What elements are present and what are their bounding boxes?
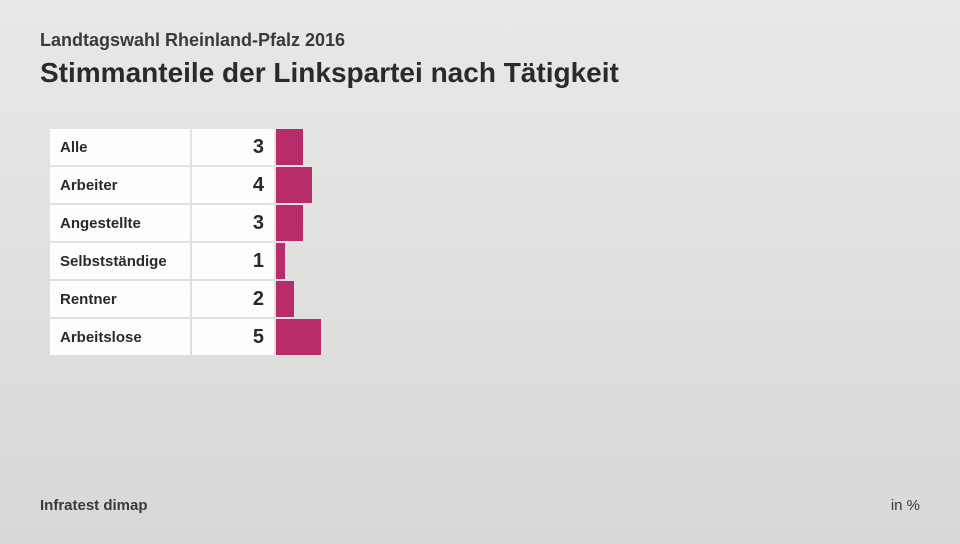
bar-cell [276, 243, 285, 279]
chart-footer: Infratest dimap in % [40, 497, 920, 514]
bar [276, 129, 303, 165]
row-value: 2 [192, 281, 274, 317]
row-label: Rentner [50, 281, 190, 317]
chart-container: Alle 3 Arbeiter 4 Angestellte 3 Selbstst… [50, 129, 920, 355]
bar-cell [276, 167, 312, 203]
source-label: Infratest dimap [40, 497, 148, 514]
chart-row: Arbeitslose 5 [50, 319, 920, 355]
chart-row: Angestellte 3 [50, 205, 920, 241]
bar-cell [276, 129, 303, 165]
row-value: 5 [192, 319, 274, 355]
row-label: Arbeitslose [50, 319, 190, 355]
bar-cell [276, 281, 294, 317]
bar-cell [276, 319, 321, 355]
row-label: Arbeiter [50, 167, 190, 203]
chart-title: Stimmanteile der Linkspartei nach Tätigk… [40, 57, 920, 89]
bar-cell [276, 205, 303, 241]
row-value: 3 [192, 129, 274, 165]
row-label: Angestellte [50, 205, 190, 241]
row-label: Alle [50, 129, 190, 165]
row-label: Selbstständige [50, 243, 190, 279]
bar [276, 243, 285, 279]
unit-label: in % [891, 497, 920, 514]
chart-subtitle: Landtagswahl Rheinland-Pfalz 2016 [40, 30, 920, 51]
bar [276, 319, 321, 355]
chart-row: Arbeiter 4 [50, 167, 920, 203]
bar [276, 205, 303, 241]
chart-row: Selbstständige 1 [50, 243, 920, 279]
chart-header: Landtagswahl Rheinland-Pfalz 2016 Stimma… [40, 30, 920, 89]
row-value: 3 [192, 205, 274, 241]
row-value: 1 [192, 243, 274, 279]
chart-row: Rentner 2 [50, 281, 920, 317]
bar [276, 281, 294, 317]
chart-row: Alle 3 [50, 129, 920, 165]
row-value: 4 [192, 167, 274, 203]
bar [276, 167, 312, 203]
